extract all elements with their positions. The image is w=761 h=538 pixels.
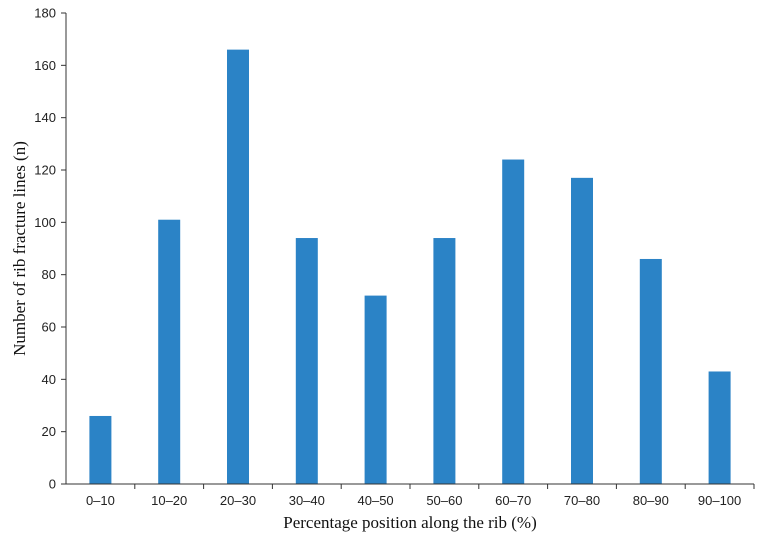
x-tick-label: 70–80 (564, 493, 600, 508)
y-tick-label: 0 (49, 477, 56, 492)
x-tick-label: 60–70 (495, 493, 531, 508)
bar-60–70 (502, 159, 525, 485)
y-tick-label: 20 (42, 424, 56, 439)
x-tick-label: 80–90 (633, 493, 669, 508)
y-axis-title: Number of rib fracture lines (n) (10, 141, 29, 356)
bar-70–80 (571, 177, 593, 484)
y-axis-ticks: 0 20 40 60 80 100 120 140 160 180 (34, 6, 66, 492)
bar-50–60 (433, 238, 456, 484)
x-axis-ticks: 0–10 10–20 20–30 30–40 40–50 50–60 60–70 70–80 8… (86, 484, 755, 508)
x-axis-title: Percentage position along the rib (%) (283, 513, 537, 532)
x-tick-label: 50–60 (426, 493, 462, 508)
bar-80–90 (639, 258, 662, 484)
bars (89, 49, 731, 485)
y-tick-label: 180 (34, 6, 56, 21)
x-tick-label: 0–10 (86, 493, 115, 508)
x-tick-label: 30–40 (289, 493, 325, 508)
y-tick-label: 140 (34, 110, 56, 125)
x-tick-label: 20–30 (220, 493, 256, 508)
x-tick-label: 10–20 (151, 493, 187, 508)
bar-10–20 (158, 219, 181, 484)
x-tick-label: 40–50 (358, 493, 394, 508)
bar-30–40 (295, 238, 318, 484)
y-tick-label: 100 (34, 215, 56, 230)
y-tick-label: 120 (34, 163, 56, 178)
y-tick-label: 80 (42, 267, 56, 282)
bar-40–50 (364, 295, 387, 484)
bar-90–100 (708, 371, 731, 484)
y-tick-label: 40 (42, 372, 56, 387)
x-tick-label: 90–100 (698, 493, 741, 508)
bar-0–10 (89, 415, 112, 484)
y-tick-label: 60 (42, 320, 56, 335)
bar-20–30 (227, 49, 249, 485)
y-tick-label: 160 (34, 58, 56, 73)
